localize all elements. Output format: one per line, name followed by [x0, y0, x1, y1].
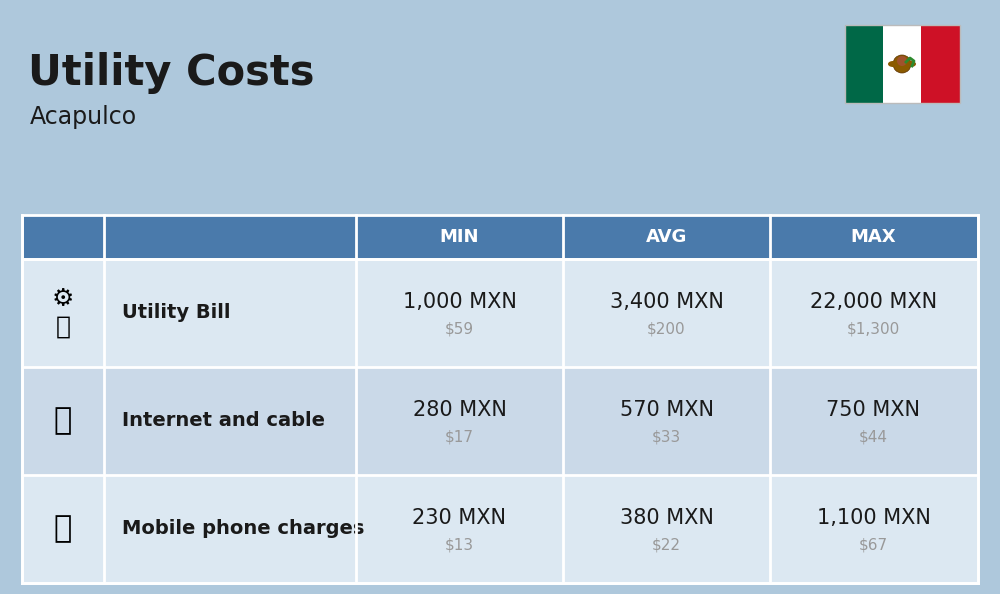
- Text: MAX: MAX: [851, 228, 896, 246]
- Bar: [22, 215, 978, 259]
- Text: $44: $44: [859, 429, 888, 445]
- Bar: [22, 215, 978, 583]
- Text: 📶: 📶: [54, 406, 72, 435]
- Text: MIN: MIN: [440, 228, 479, 246]
- Bar: [883, 25, 921, 103]
- Text: 22,000 MXN: 22,000 MXN: [810, 292, 937, 312]
- Text: Utility Costs: Utility Costs: [28, 52, 314, 94]
- Text: 380 MXN: 380 MXN: [620, 508, 713, 528]
- Ellipse shape: [888, 61, 898, 67]
- Text: AVG: AVG: [646, 228, 687, 246]
- Text: $1,300: $1,300: [847, 322, 900, 337]
- Text: $59: $59: [445, 322, 474, 337]
- Text: 3,400 MXN: 3,400 MXN: [610, 292, 723, 312]
- Ellipse shape: [906, 61, 916, 67]
- Text: 230 MXN: 230 MXN: [413, 508, 507, 528]
- Text: Mobile phone charges: Mobile phone charges: [122, 520, 364, 539]
- Bar: [22, 367, 978, 475]
- Circle shape: [893, 55, 911, 73]
- Text: $22: $22: [652, 538, 681, 552]
- Text: Acapulco: Acapulco: [30, 105, 137, 129]
- Bar: [921, 25, 960, 103]
- Text: 280 MXN: 280 MXN: [413, 400, 506, 420]
- Text: 1,100 MXN: 1,100 MXN: [817, 508, 930, 528]
- Bar: [22, 475, 978, 583]
- Text: Internet and cable: Internet and cable: [122, 412, 325, 431]
- Text: $67: $67: [859, 538, 888, 552]
- Circle shape: [897, 56, 907, 66]
- Text: Utility Bill: Utility Bill: [122, 304, 230, 323]
- Text: $33: $33: [652, 429, 681, 445]
- Text: $200: $200: [647, 322, 686, 337]
- Text: ⚙
🔌: ⚙ 🔌: [52, 287, 74, 339]
- Bar: [845, 25, 960, 103]
- Text: 1,000 MXN: 1,000 MXN: [403, 292, 516, 312]
- Bar: [22, 259, 978, 367]
- Text: 750 MXN: 750 MXN: [826, 400, 920, 420]
- Text: 570 MXN: 570 MXN: [620, 400, 714, 420]
- Bar: [845, 25, 960, 103]
- Text: $13: $13: [445, 538, 474, 552]
- Bar: [845, 25, 883, 103]
- Text: $17: $17: [445, 429, 474, 445]
- Text: 📱: 📱: [54, 514, 72, 544]
